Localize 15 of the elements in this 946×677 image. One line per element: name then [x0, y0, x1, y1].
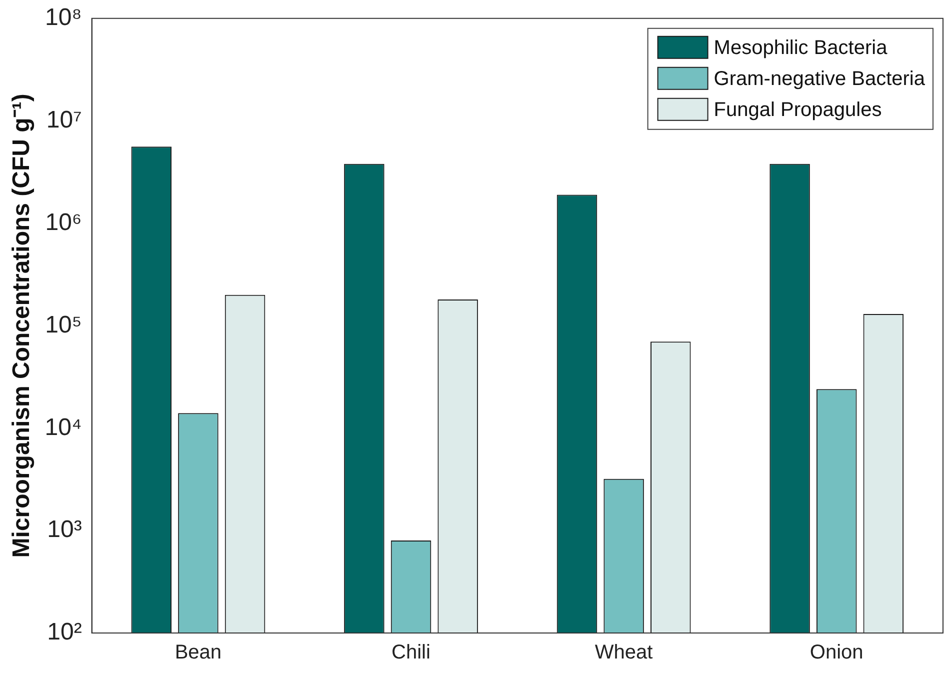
legend-label: Gram-negative Bacteria [714, 68, 926, 90]
y-tick-label: 10⁷ [46, 106, 82, 134]
y-axis-title: Microorganism Concentrations (CFU g⁻¹) [8, 94, 36, 558]
legend-label: Fungal Propagules [714, 98, 882, 121]
y-tick-label: 10² [47, 618, 82, 646]
y-tick-label: 10³ [47, 516, 82, 544]
y-tick-label: 10⁵ [45, 311, 82, 338]
y-tick-label: 10⁸ [44, 4, 82, 32]
x-tick-label: Bean [174, 642, 222, 664]
legend-label: Mesophilic Bacteria [714, 36, 888, 59]
y-tick-label: 10⁶ [45, 208, 82, 236]
x-tick-label: Wheat [594, 642, 654, 664]
x-tick-label: Chili [392, 642, 430, 664]
y-tick-label: 10⁴ [44, 414, 82, 441]
x-tick-label: Onion [810, 642, 864, 664]
